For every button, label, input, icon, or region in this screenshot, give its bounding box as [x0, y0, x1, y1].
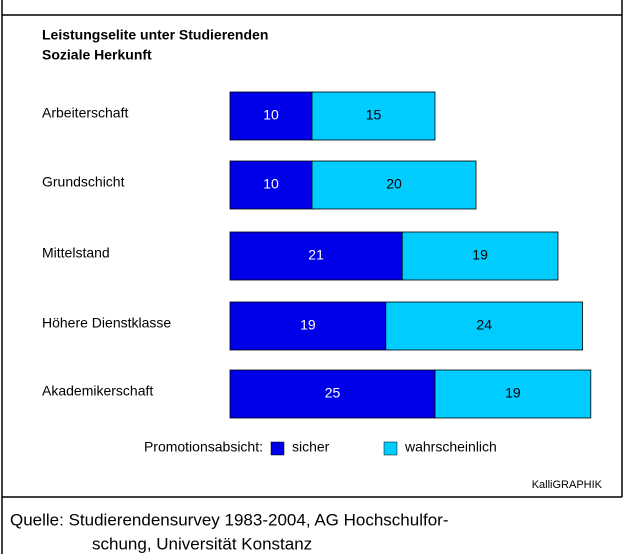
category-label: Arbeiterschaft — [42, 105, 128, 121]
bar-segment — [229, 369, 436, 419]
category-label: Höhere Dienstklasse — [42, 315, 171, 331]
source-line: schung, Universität Konstanz — [92, 534, 312, 553]
chart-subtitle: Soziale Herkunft — [42, 47, 152, 63]
value-label: 20 — [386, 176, 402, 192]
bar-segment — [401, 231, 559, 281]
value-label: 24 — [476, 317, 492, 333]
chart-title: Leistungselite unter Studierenden — [42, 27, 268, 43]
category-label: Akademikerschaft — [42, 383, 153, 399]
legend-swatch — [383, 441, 398, 456]
bar-segment — [385, 301, 583, 351]
value-label: 10 — [263, 107, 279, 123]
category-label: Grundschicht — [42, 174, 125, 190]
credit: KalliGRAPHIK — [532, 479, 603, 491]
value-label: 19 — [472, 247, 488, 263]
value-label: 15 — [366, 107, 382, 123]
bar-segment — [229, 231, 403, 281]
bar-segment — [229, 160, 313, 210]
legend-swatch — [270, 441, 285, 456]
bar-segment — [311, 160, 477, 210]
legend-label: wahrscheinlich — [404, 439, 497, 455]
bar-segment — [434, 369, 592, 419]
value-label: 19 — [505, 385, 521, 401]
category-label: Mittelstand — [42, 245, 110, 261]
source-line: Quelle: Studierendensurvey 1983-2004, AG… — [10, 510, 448, 529]
value-label: 19 — [300, 317, 316, 333]
value-label: 10 — [263, 176, 279, 192]
bar-segment — [229, 91, 313, 141]
legend-title: Promotionsabsicht: — [144, 439, 263, 455]
value-label: 25 — [325, 385, 341, 401]
legend-label: sicher — [292, 439, 330, 455]
value-label: 21 — [308, 247, 324, 263]
bar-segment — [311, 91, 436, 141]
